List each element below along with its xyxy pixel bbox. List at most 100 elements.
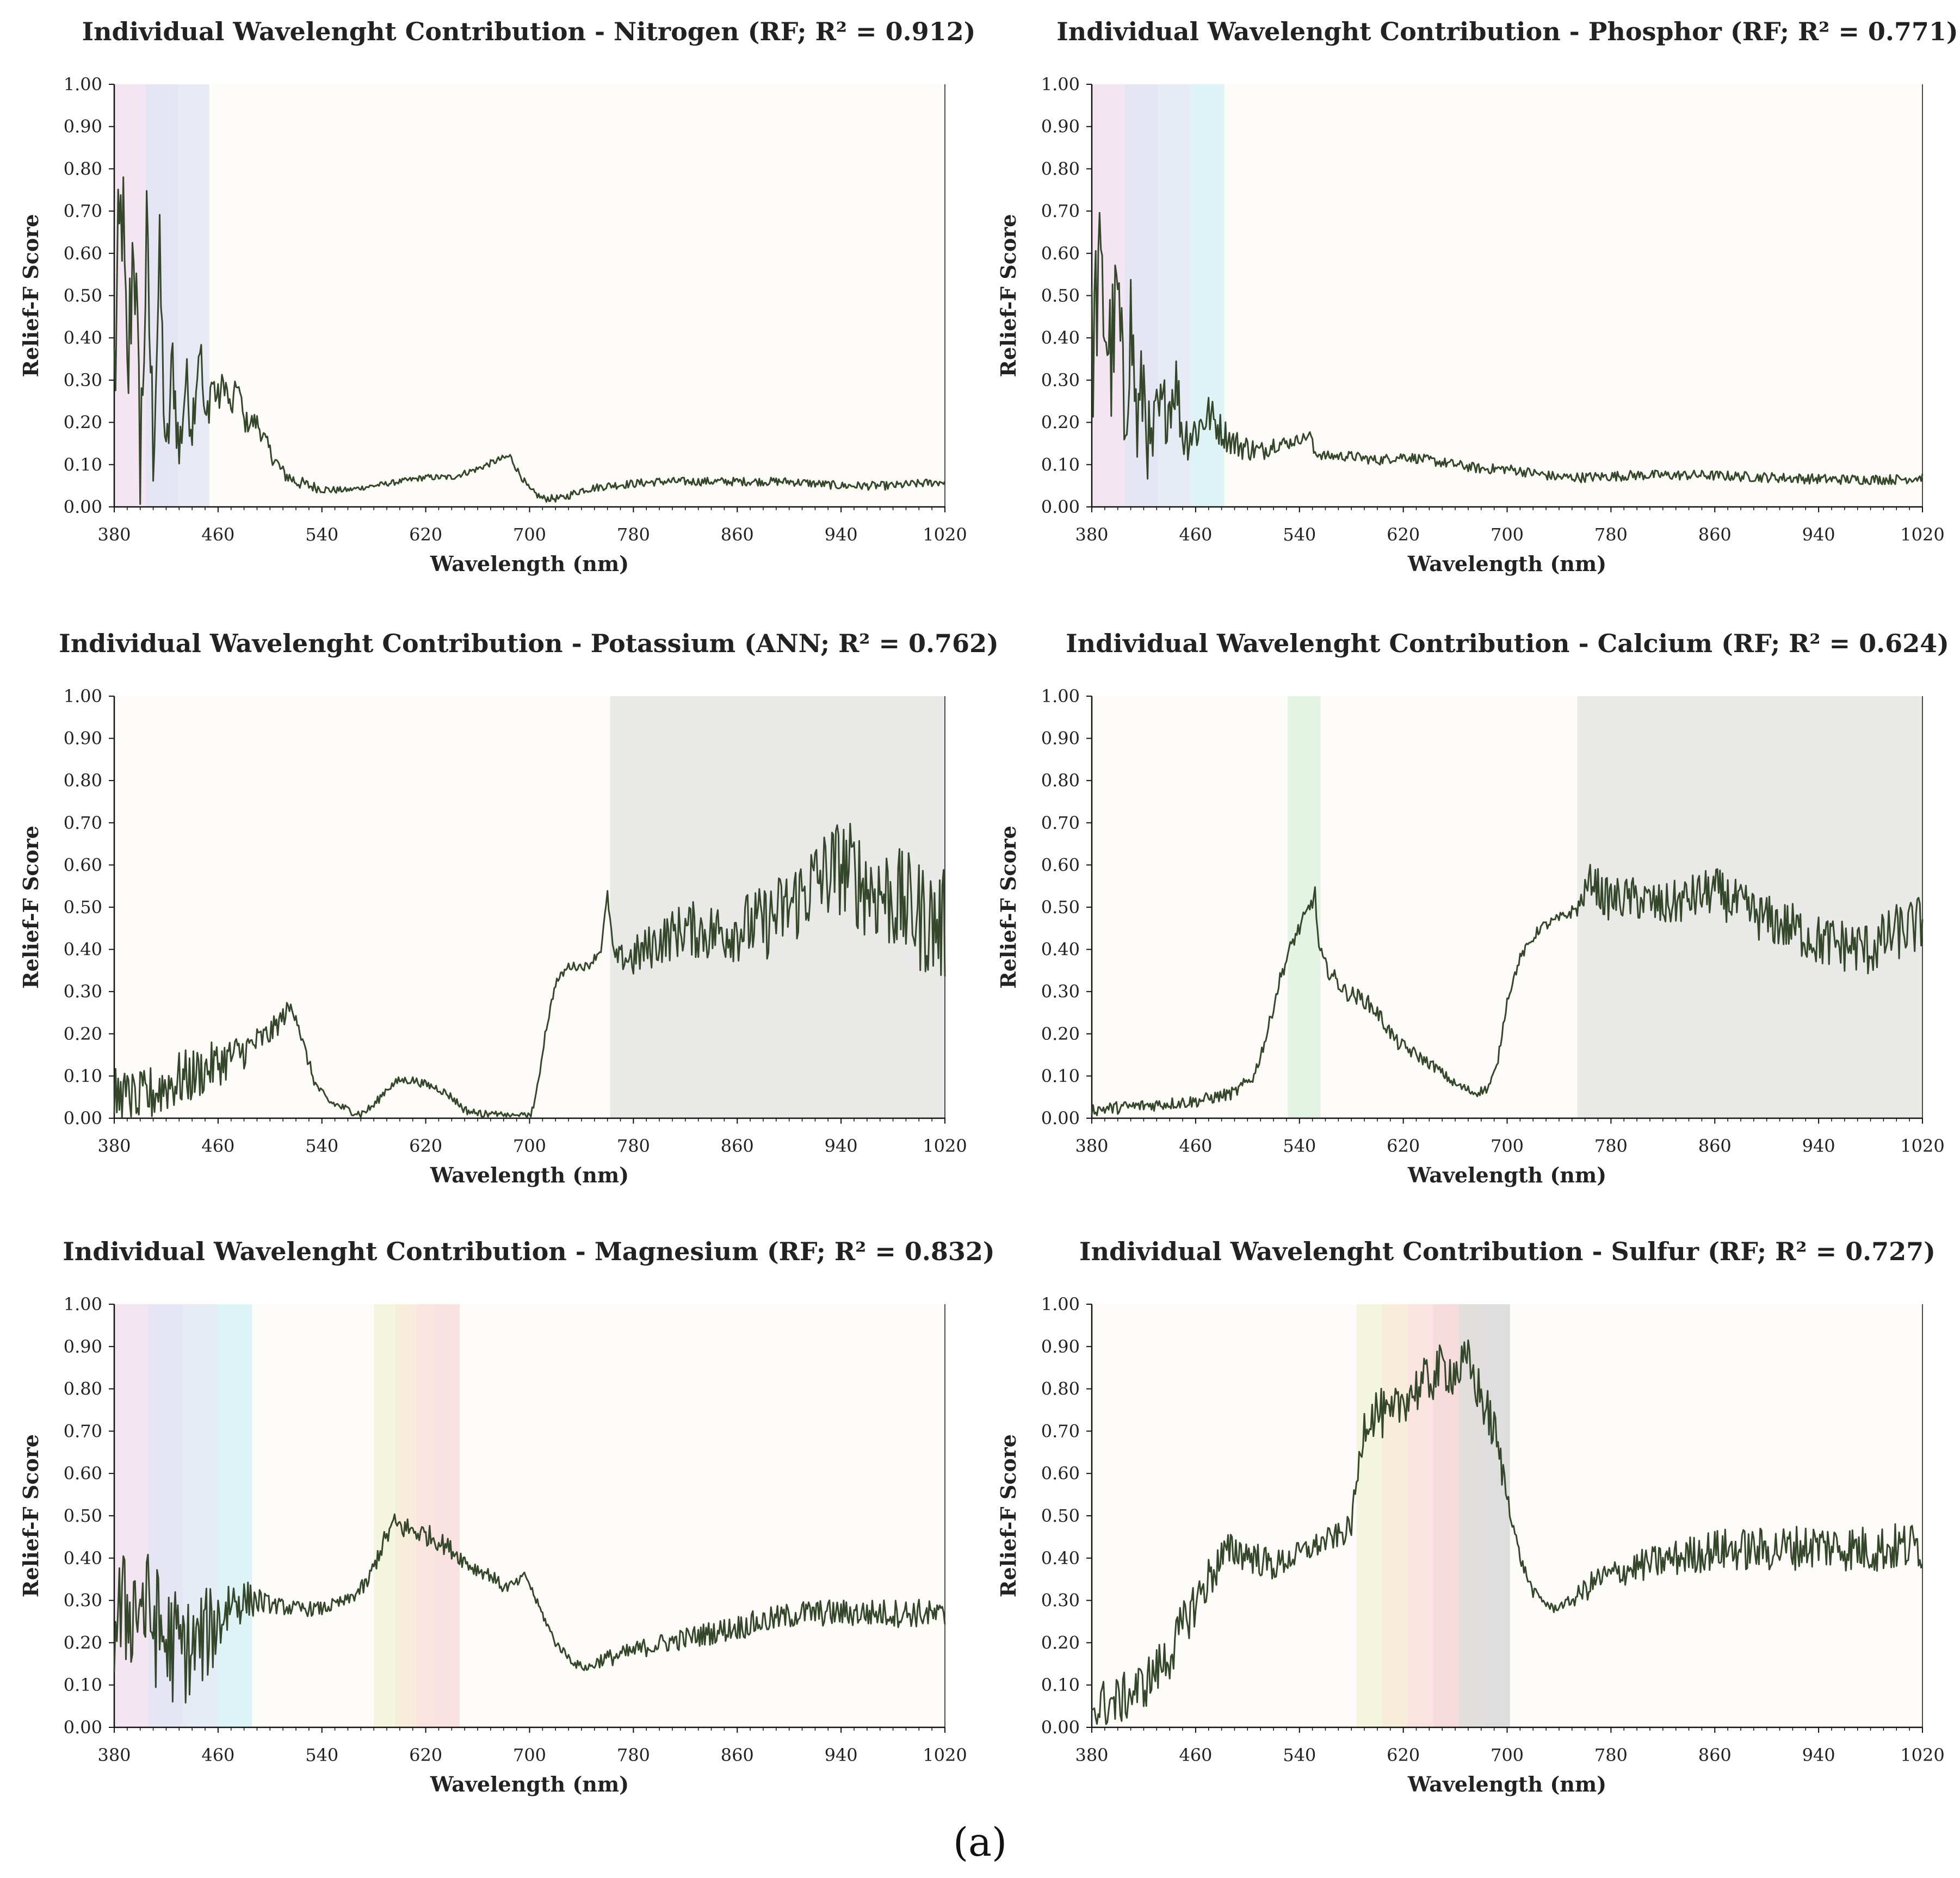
x-tick-label: 780 <box>1594 524 1628 545</box>
y-tick-label: 0.70 <box>1041 201 1080 221</box>
series-line-nitrogen <box>113 176 946 505</box>
highlight-band <box>149 1304 183 1727</box>
y-tick-label: 0.00 <box>1041 1108 1080 1129</box>
y-tick-label: 0.00 <box>64 497 102 517</box>
y-tick-label: 0.20 <box>1041 1024 1080 1044</box>
y-tick-label: 0.30 <box>64 981 102 1002</box>
highlight-band <box>1407 1304 1434 1727</box>
y-tick-label: 1.00 <box>1041 74 1080 95</box>
series-line-phosphor <box>1091 212 1924 485</box>
x-tick-label: 380 <box>97 1745 131 1765</box>
highlight-band <box>1382 1304 1408 1727</box>
y-tick-label: 0.80 <box>64 1379 102 1399</box>
x-tick-label: 940 <box>825 524 858 545</box>
y-tick-label: 0.20 <box>1041 1632 1080 1653</box>
y-tick-label: 0.30 <box>64 370 102 391</box>
x-tick-label: 700 <box>1491 1745 1524 1765</box>
x-tick-label: 700 <box>1491 524 1524 545</box>
highlight-band <box>1458 1304 1485 1727</box>
highlight-band <box>146 84 178 507</box>
y-tick-label: 0.60 <box>64 1463 102 1484</box>
x-tick-label: 700 <box>513 1136 546 1156</box>
x-tick-label: 1020 <box>1900 1136 1944 1156</box>
x-axis-label: Wavelength (nm) <box>430 551 629 576</box>
y-tick-label: 0.50 <box>64 1505 102 1526</box>
x-tick-label: 540 <box>1283 1745 1316 1765</box>
x-tick-label: 780 <box>617 1136 650 1156</box>
x-axis-label: Wavelength (nm) <box>1407 1772 1606 1796</box>
x-tick-label: 1020 <box>923 1136 967 1156</box>
y-axis-label: Relief-F Score <box>996 1434 1021 1597</box>
y-tick-label: 0.60 <box>64 854 102 875</box>
chart-title: Individual Wavelenght Contribution - Pot… <box>59 629 999 658</box>
y-axis-label: Relief-F Score <box>18 826 43 989</box>
plot-area <box>114 84 945 507</box>
y-axis-label: Relief-F Score <box>996 826 1021 989</box>
chart-panel-sulfur: Individual Wavelenght Contribution - Sul… <box>996 1237 1945 1796</box>
x-tick-label: 380 <box>97 524 131 545</box>
y-tick-label: 0.30 <box>1041 1590 1080 1611</box>
x-tick-label: 860 <box>721 1136 754 1156</box>
chart-panel-potassium: Individual Wavelenght Contribution - Pot… <box>18 629 999 1187</box>
y-tick-label: 0.60 <box>1041 243 1080 264</box>
highlight-band <box>438 1304 460 1727</box>
y-tick-label: 0.90 <box>64 1336 102 1357</box>
y-tick-label: 1.00 <box>64 1294 102 1315</box>
x-tick-label: 940 <box>825 1745 858 1765</box>
series-line-sulfur <box>1091 1339 1924 1725</box>
highlight-band <box>217 1304 252 1727</box>
y-tick-label: 0.10 <box>64 1675 102 1695</box>
y-tick-label: 0.00 <box>1041 497 1080 517</box>
y-tick-label: 0.20 <box>64 1024 102 1044</box>
highlight-band <box>1356 1304 1383 1727</box>
y-tick-label: 0.70 <box>1041 1421 1080 1441</box>
x-tick-label: 460 <box>201 524 234 545</box>
y-tick-label: 0.80 <box>64 770 102 791</box>
y-tick-label: 0.60 <box>1041 1463 1080 1484</box>
x-tick-label: 940 <box>1802 1136 1835 1156</box>
x-tick-label: 860 <box>1698 524 1732 545</box>
y-tick-label: 0.70 <box>1041 813 1080 833</box>
x-tick-label: 940 <box>1802 524 1835 545</box>
x-tick-label: 1020 <box>923 1745 967 1765</box>
x-tick-label: 380 <box>1075 1136 1108 1156</box>
chart-panel-calcium: Individual Wavelenght Contribution - Cal… <box>996 629 1949 1187</box>
x-tick-label: 460 <box>1179 1745 1212 1765</box>
highlight-band <box>374 1304 396 1727</box>
y-tick-label: 1.00 <box>1041 1294 1080 1315</box>
highlight-band <box>1158 84 1192 507</box>
x-axis-label: Wavelength (nm) <box>430 1163 629 1187</box>
y-tick-label: 0.90 <box>1041 728 1080 749</box>
y-tick-label: 0.00 <box>64 1108 102 1129</box>
y-tick-label: 0.40 <box>64 939 102 960</box>
y-tick-label: 0.30 <box>64 1590 102 1611</box>
y-tick-label: 0.90 <box>1041 116 1080 137</box>
x-tick-label: 540 <box>305 1136 338 1156</box>
chart-title: Individual Wavelenght Contribution - Nit… <box>82 17 976 46</box>
highlight-band <box>1484 1304 1510 1727</box>
chart-title: Individual Wavelenght Contribution - Sul… <box>1079 1237 1936 1266</box>
y-tick-label: 0.10 <box>1041 1675 1080 1695</box>
y-tick-label: 0.70 <box>64 813 102 833</box>
y-tick-label: 0.40 <box>64 1548 102 1569</box>
x-tick-label: 860 <box>721 524 754 545</box>
y-tick-label: 1.00 <box>64 686 102 706</box>
x-axis-label: Wavelength (nm) <box>430 1772 629 1796</box>
y-tick-label: 0.80 <box>1041 770 1080 791</box>
chart-panel-phosphor: Individual Wavelenght Contribution - Pho… <box>996 17 1958 576</box>
x-tick-label: 540 <box>1283 524 1316 545</box>
y-tick-label: 0.70 <box>64 1421 102 1441</box>
x-tick-label: 700 <box>513 1745 546 1765</box>
y-tick-label: 0.50 <box>64 897 102 918</box>
x-axis-label: Wavelength (nm) <box>1407 1163 1606 1187</box>
y-tick-label: 0.90 <box>64 116 102 137</box>
y-tick-label: 0.90 <box>1041 1336 1080 1357</box>
x-tick-label: 620 <box>1387 1136 1420 1156</box>
y-tick-label: 0.30 <box>1041 370 1080 391</box>
y-tick-label: 0.80 <box>64 158 102 179</box>
x-tick-label: 780 <box>1594 1745 1628 1765</box>
y-tick-label: 0.60 <box>1041 854 1080 875</box>
chart-panel-magnesium: Individual Wavelenght Contribution - Mag… <box>18 1237 995 1796</box>
chart-title: Individual Wavelenght Contribution - Pho… <box>1056 17 1958 46</box>
